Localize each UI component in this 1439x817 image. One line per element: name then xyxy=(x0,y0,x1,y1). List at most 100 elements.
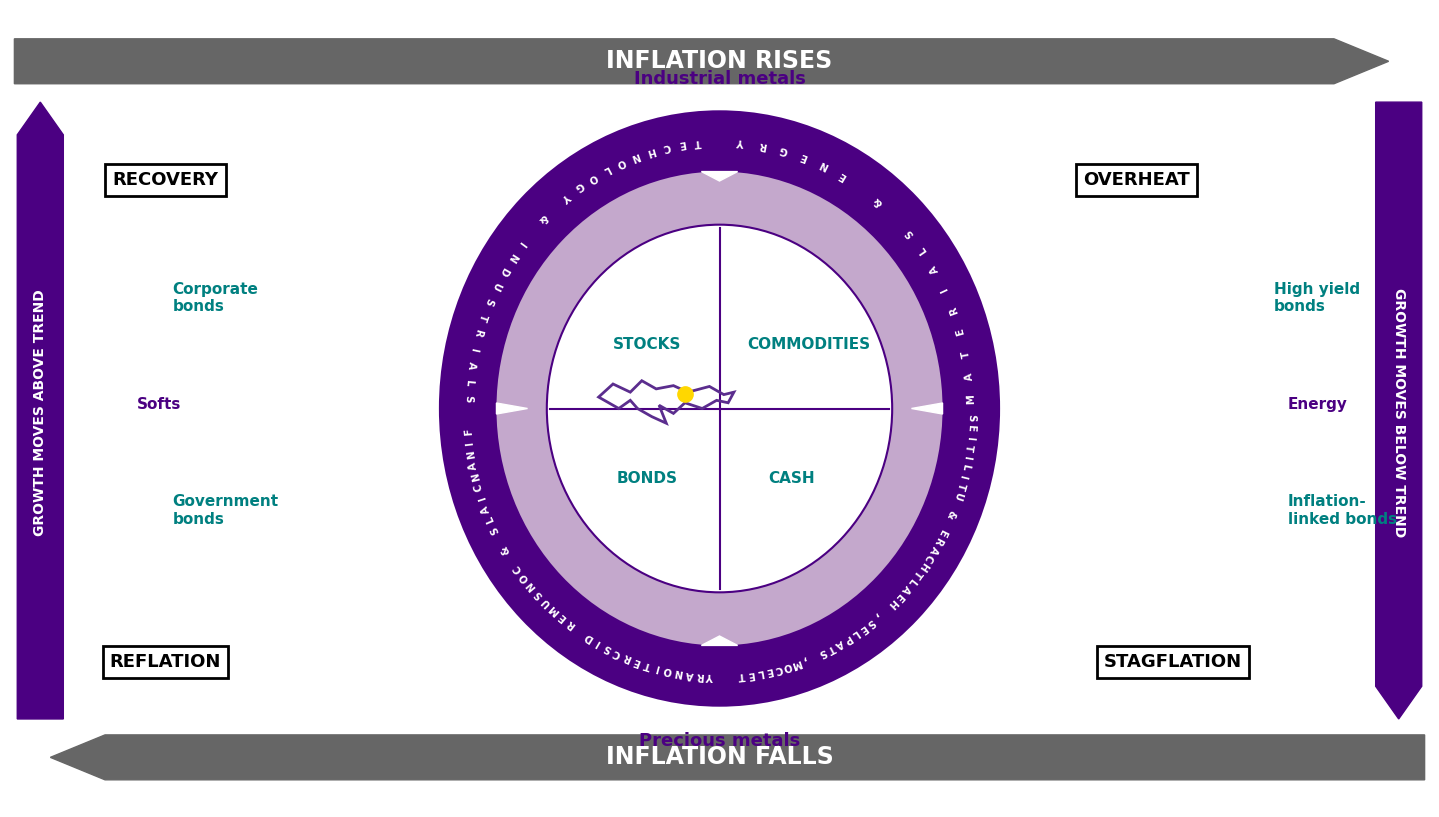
Text: I: I xyxy=(655,663,661,673)
Ellipse shape xyxy=(547,225,892,592)
Text: N: N xyxy=(466,449,476,459)
Text: &: & xyxy=(944,508,957,520)
Text: S: S xyxy=(484,296,495,306)
Text: U: U xyxy=(540,596,553,609)
Text: H: H xyxy=(917,560,930,572)
Text: I: I xyxy=(517,239,527,248)
Text: U: U xyxy=(489,280,502,292)
Text: S: S xyxy=(817,646,827,659)
Text: R: R xyxy=(564,618,577,631)
Text: E: E xyxy=(894,591,905,602)
Text: G: G xyxy=(573,180,586,193)
Text: GROWTH MOVES ABOVE TREND: GROWTH MOVES ABOVE TREND xyxy=(33,289,47,536)
Text: C: C xyxy=(612,647,623,659)
Text: L: L xyxy=(960,463,971,471)
Text: GROWTH MOVES BELOW TREND: GROWTH MOVES BELOW TREND xyxy=(1392,288,1406,538)
Ellipse shape xyxy=(496,172,943,645)
Text: F: F xyxy=(463,428,473,435)
Polygon shape xyxy=(701,636,738,645)
FancyArrow shape xyxy=(14,39,1389,84)
Text: Inflation-
linked bonds: Inflation- linked bonds xyxy=(1288,494,1397,527)
Text: I: I xyxy=(958,474,968,480)
Text: R: R xyxy=(696,670,704,681)
Text: M: M xyxy=(790,657,803,670)
Text: H: H xyxy=(646,145,656,157)
Text: COMMODITIES: COMMODITIES xyxy=(748,337,871,351)
Text: E: E xyxy=(766,665,774,676)
Text: Y: Y xyxy=(560,190,573,203)
Text: P: P xyxy=(842,633,853,645)
Text: D: D xyxy=(496,266,509,277)
Text: INFLATION FALLS: INFLATION FALLS xyxy=(606,745,833,770)
Text: N: N xyxy=(630,150,642,163)
FancyArrow shape xyxy=(50,735,1425,779)
Text: N: N xyxy=(673,667,684,678)
Text: S: S xyxy=(532,588,545,600)
Text: O: O xyxy=(781,660,793,672)
Text: S: S xyxy=(602,642,613,654)
Text: BONDS: BONDS xyxy=(616,471,678,486)
Text: I: I xyxy=(594,637,602,648)
Text: N: N xyxy=(819,158,830,172)
Text: OVERHEAT: OVERHEAT xyxy=(1084,171,1190,189)
Ellipse shape xyxy=(439,110,1000,707)
Text: O: O xyxy=(663,665,673,676)
Text: R: R xyxy=(758,139,767,150)
Text: E: E xyxy=(799,150,809,163)
Text: Corporate
bonds: Corporate bonds xyxy=(173,282,259,315)
Text: T: T xyxy=(963,444,974,452)
Text: Y: Y xyxy=(737,136,745,147)
Text: U: U xyxy=(951,490,964,501)
Text: S: S xyxy=(904,227,915,239)
Text: N: N xyxy=(505,251,518,263)
Text: C: C xyxy=(511,563,524,574)
Text: S: S xyxy=(966,414,976,422)
Text: REFLATION: REFLATION xyxy=(109,653,222,671)
Text: E: E xyxy=(966,424,976,431)
Text: A: A xyxy=(928,264,941,275)
Text: M: M xyxy=(966,394,976,404)
Text: T: T xyxy=(642,659,652,671)
Text: E: E xyxy=(678,138,686,150)
Text: A: A xyxy=(481,504,492,515)
Text: R: R xyxy=(932,535,944,547)
Text: O: O xyxy=(518,571,531,584)
Text: L: L xyxy=(485,515,496,525)
Text: T: T xyxy=(694,136,701,147)
Text: R: R xyxy=(472,328,484,337)
Text: O: O xyxy=(586,171,599,184)
Text: A: A xyxy=(899,583,912,596)
Text: Industrial metals: Industrial metals xyxy=(633,70,806,88)
Text: C: C xyxy=(774,663,783,674)
Text: O: O xyxy=(614,156,627,168)
Text: STAGFLATION: STAGFLATION xyxy=(1104,653,1242,671)
Text: D: D xyxy=(583,631,594,644)
Text: C: C xyxy=(662,141,671,153)
Text: E: E xyxy=(747,668,754,680)
FancyArrow shape xyxy=(1376,102,1422,719)
Text: RECOVERY: RECOVERY xyxy=(112,171,219,189)
Text: A: A xyxy=(927,543,940,556)
Text: L: L xyxy=(905,576,918,587)
Text: I: I xyxy=(940,286,950,293)
Text: T: T xyxy=(478,312,489,322)
Text: I: I xyxy=(961,455,973,460)
Text: E: E xyxy=(837,169,849,181)
Text: E: E xyxy=(632,655,642,667)
Text: E: E xyxy=(557,612,568,623)
Text: M: M xyxy=(547,603,561,618)
Text: &: & xyxy=(535,212,550,225)
Text: &: & xyxy=(499,543,512,556)
Polygon shape xyxy=(496,403,528,414)
Text: I: I xyxy=(465,440,475,445)
Text: T: T xyxy=(911,568,924,580)
Text: L: L xyxy=(917,245,928,256)
Text: A: A xyxy=(468,461,479,471)
Text: L: L xyxy=(463,379,475,386)
Text: N: N xyxy=(471,471,482,482)
Text: T: T xyxy=(738,670,745,681)
Text: L: L xyxy=(602,163,612,176)
Text: Y: Y xyxy=(707,671,714,681)
Text: R: R xyxy=(948,305,960,315)
Text: E: E xyxy=(937,527,948,538)
